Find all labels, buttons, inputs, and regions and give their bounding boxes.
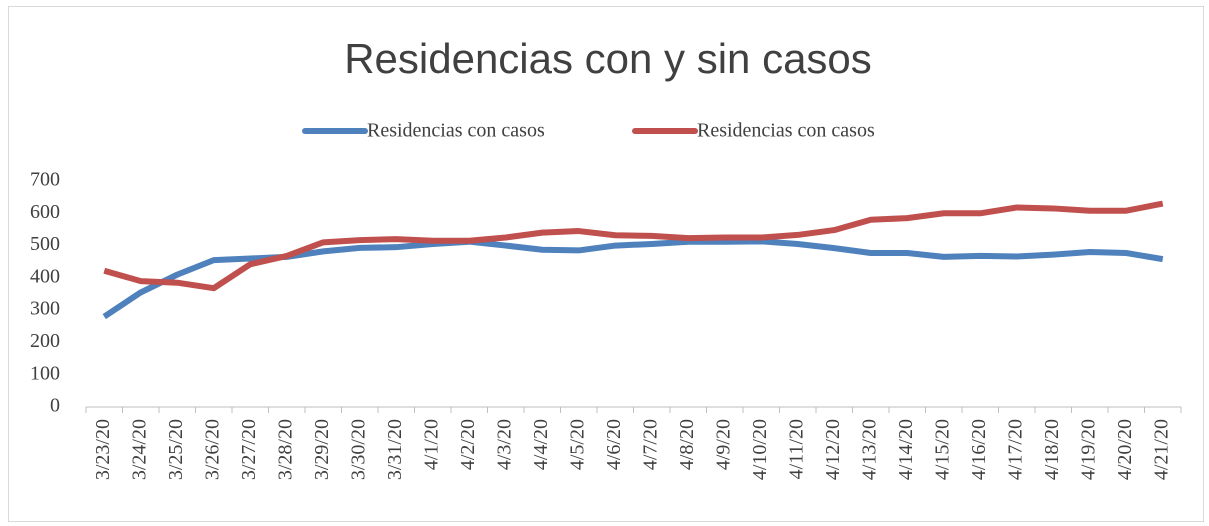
y-tick-label: 600 [30,201,60,223]
y-tick-label: 0 [50,395,60,417]
legend-label: Residencias con casos [697,120,875,142]
x-tick-label: 3/25/20 [165,419,187,480]
x-tick-label: 3/28/20 [274,419,296,480]
y-tick-label: 400 [30,265,60,287]
x-tick-label: 4/15/20 [931,419,953,480]
x-tick-label: 4/9/20 [712,419,734,470]
x-tick-label: 3/31/20 [384,419,406,480]
x-tick-label: 3/29/20 [311,419,333,480]
x-tick-label: 4/20/20 [1114,419,1136,480]
y-tick-label: 300 [30,298,60,320]
y-tick-label: 500 [30,233,60,255]
series-line [103,200,1164,292]
legend-label: Residencias con casos [367,120,545,142]
x-tick-label: 4/4/20 [530,419,552,470]
x-tick-label: 3/24/20 [128,419,150,480]
x-tick-label: 3/30/20 [347,419,369,480]
x-tick-label: 4/1/20 [420,419,442,470]
y-tick-label: 200 [30,330,60,352]
x-tick-label: 4/13/20 [858,419,880,480]
x-tick-label: 4/21/20 [1150,419,1172,480]
x-tick-label: 4/5/20 [566,419,588,470]
x-tick-label: 4/10/20 [749,419,771,480]
x-tick-label: 4/3/20 [493,419,515,470]
chart-title: Residencias con y sin casos [344,35,872,82]
x-tick-label: 4/14/20 [895,419,917,480]
x-tick-label: 4/8/20 [676,419,698,470]
x-tick-label: 4/11/20 [785,419,807,479]
x-tick-label: 3/27/20 [238,419,260,480]
x-tick-label: 3/26/20 [201,419,223,480]
y-tick-label: 100 [30,362,60,384]
x-tick-label: 3/23/20 [92,419,114,480]
x-tick-label: 4/19/20 [1077,419,1099,480]
x-tick-label: 4/17/20 [1004,419,1026,480]
x-tick-label: 4/16/20 [968,419,990,480]
x-tick-label: 4/2/20 [457,419,479,470]
x-tick-label: 4/6/20 [603,419,625,470]
y-tick-label: 700 [30,169,60,191]
x-tick-label: 4/12/20 [822,419,844,480]
x-tick-label: 4/18/20 [1041,419,1063,480]
x-tick-label: 4/7/20 [639,419,661,470]
